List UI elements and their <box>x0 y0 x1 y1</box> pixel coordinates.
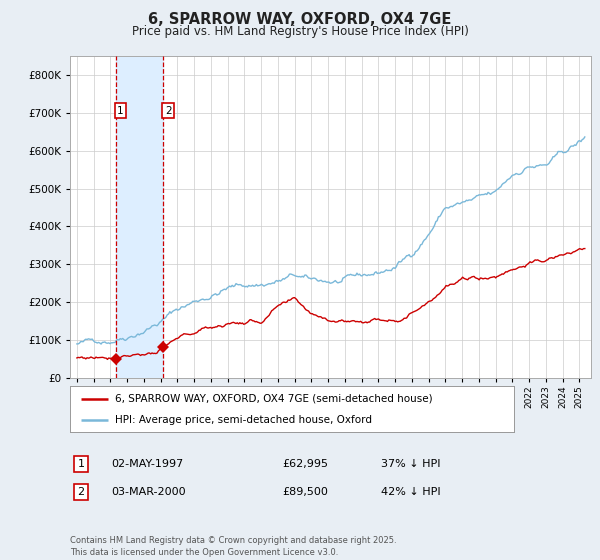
Text: 42% ↓ HPI: 42% ↓ HPI <box>381 487 440 497</box>
Text: 37% ↓ HPI: 37% ↓ HPI <box>381 459 440 469</box>
Text: 1: 1 <box>117 106 124 116</box>
Bar <box>116 56 163 378</box>
Text: Contains HM Land Registry data © Crown copyright and database right 2025.
This d: Contains HM Land Registry data © Crown c… <box>70 536 397 557</box>
Text: £89,500: £89,500 <box>282 487 328 497</box>
Text: 6, SPARROW WAY, OXFORD, OX4 7GE: 6, SPARROW WAY, OXFORD, OX4 7GE <box>148 12 452 27</box>
Text: 2: 2 <box>77 487 85 497</box>
Text: 6, SPARROW WAY, OXFORD, OX4 7GE (semi-detached house): 6, SPARROW WAY, OXFORD, OX4 7GE (semi-de… <box>115 394 432 404</box>
Text: HPI: Average price, semi-detached house, Oxford: HPI: Average price, semi-detached house,… <box>115 415 371 425</box>
Text: Price paid vs. HM Land Registry's House Price Index (HPI): Price paid vs. HM Land Registry's House … <box>131 25 469 38</box>
Text: 1: 1 <box>77 459 85 469</box>
Text: 2: 2 <box>165 106 172 116</box>
Text: £62,995: £62,995 <box>282 459 328 469</box>
Text: 02-MAY-1997: 02-MAY-1997 <box>111 459 183 469</box>
Text: 03-MAR-2000: 03-MAR-2000 <box>111 487 185 497</box>
